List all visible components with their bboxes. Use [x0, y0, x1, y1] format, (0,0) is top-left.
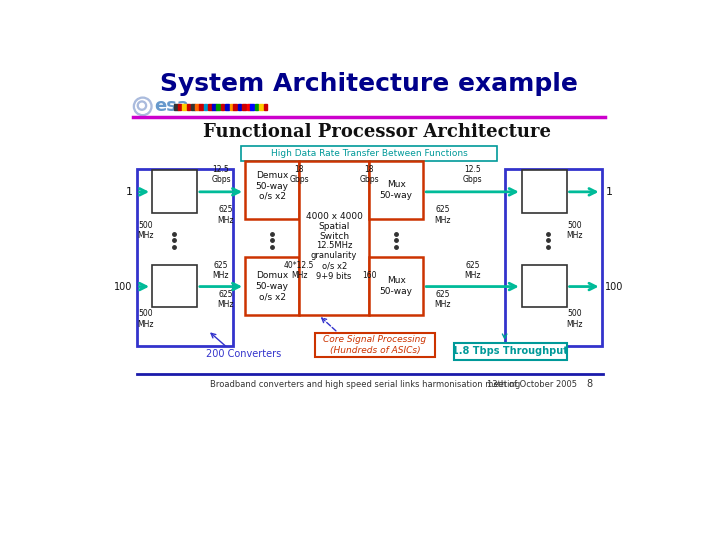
Bar [225, 104, 229, 110]
Text: 12.5
Gbps: 12.5 Gbps [463, 165, 482, 184]
Text: Core Signal Processing
(Hundreds of ASICs): Core Signal Processing (Hundreds of ASIC… [323, 335, 426, 355]
Bar [315, 333, 435, 357]
Text: 4000 x 4000
Spatial
Switch: 4000 x 4000 Spatial Switch [306, 212, 363, 241]
Text: D/A
.25GSps
10 bits: D/A .25GSps 10 bits [528, 271, 560, 301]
Bar [179, 104, 181, 110]
Text: 200 Converters: 200 Converters [206, 348, 281, 359]
Text: 13th of October 2005: 13th of October 2005 [487, 380, 577, 389]
Circle shape [140, 103, 144, 108]
Bar [230, 104, 233, 110]
Bar [522, 170, 567, 213]
Text: D/A
.25GSps
10 bits: D/A .25GSps 10 bits [528, 177, 560, 206]
Text: Demux
50-way
o/s x2: Demux 50-way o/s x2 [256, 171, 289, 201]
Bar [369, 161, 423, 219]
Text: 40*12.5
MHz: 40*12.5 MHz [284, 261, 315, 280]
Bar [454, 343, 567, 360]
Bar [208, 104, 212, 110]
Bar [204, 104, 207, 110]
Text: A/D
1.25GSps
10 bits: A/D 1.25GSps 10 bits [156, 177, 193, 206]
Bar [152, 265, 197, 307]
Bar [216, 104, 220, 110]
Text: 625
MHz: 625 MHz [212, 261, 229, 280]
Bar [152, 170, 197, 213]
Text: 500
MHz: 500 MHz [566, 221, 582, 240]
Text: 625
MHz: 625 MHz [217, 205, 234, 225]
Bar [251, 104, 254, 110]
Text: 500
MHz: 500 MHz [566, 309, 582, 329]
Text: 100: 100 [114, 281, 132, 292]
Bar [212, 104, 215, 110]
Bar [221, 104, 224, 110]
Bar [259, 104, 263, 110]
Text: 160: 160 [361, 272, 377, 280]
Text: 625
MHz: 625 MHz [464, 261, 481, 280]
Circle shape [138, 101, 147, 110]
Bar [199, 104, 203, 110]
Bar [191, 104, 194, 110]
Bar [233, 104, 238, 110]
Text: 18
Gbps: 18 Gbps [359, 165, 379, 184]
Bar [246, 104, 250, 110]
Bar [264, 104, 266, 110]
Circle shape [133, 97, 152, 116]
Text: 8: 8 [587, 379, 593, 389]
Text: Mux
50-way: Mux 50-way [379, 276, 413, 296]
Text: 100: 100 [606, 281, 624, 292]
Text: 12.5MHz
granularity
o/s x2
9+9 bits: 12.5MHz granularity o/s x2 9+9 bits [311, 241, 357, 281]
Bar [182, 104, 186, 110]
Bar [241, 146, 497, 161]
Bar [505, 168, 601, 346]
Bar [187, 104, 190, 110]
Text: 1.8 Tbps Throughput: 1.8 Tbps Throughput [452, 346, 568, 356]
Text: 1: 1 [606, 187, 613, 197]
Bar [255, 104, 258, 110]
Text: esa: esa [154, 97, 189, 116]
Text: System Architecture example: System Architecture example [160, 72, 578, 96]
Text: Mux
50-way: Mux 50-way [379, 180, 413, 200]
Bar [245, 257, 300, 315]
Bar [242, 104, 246, 110]
Text: 625
MHz: 625 MHz [434, 205, 451, 225]
Text: Functional Processor Architecture: Functional Processor Architecture [203, 123, 551, 141]
Text: 625
MHz: 625 MHz [434, 290, 451, 309]
Text: Domux
50-way
o/s x2: Domux 50-way o/s x2 [256, 271, 289, 301]
Bar [174, 104, 178, 110]
Text: 500
MHz: 500 MHz [138, 221, 154, 240]
Circle shape [136, 99, 150, 113]
Text: 18
Gbps: 18 Gbps [289, 165, 309, 184]
Bar [369, 257, 423, 315]
Text: A/D
1.25GSps
10 bits: A/D 1.25GSps 10 bits [156, 271, 193, 301]
Bar [195, 104, 199, 110]
Bar [245, 161, 300, 219]
Bar [238, 104, 241, 110]
Text: Broadband converters and high speed serial links harmonisation meeting: Broadband converters and high speed seri… [210, 380, 521, 389]
Bar [137, 168, 233, 346]
Text: 500
MHz: 500 MHz [138, 309, 154, 329]
Bar [300, 161, 369, 315]
Text: 1: 1 [125, 187, 132, 197]
Bar [522, 265, 567, 307]
Text: 625
MHz: 625 MHz [217, 290, 234, 309]
Text: 12.5
Gbps: 12.5 Gbps [211, 165, 231, 184]
Text: High Data Rate Transfer Between Functions: High Data Rate Transfer Between Function… [271, 149, 467, 158]
